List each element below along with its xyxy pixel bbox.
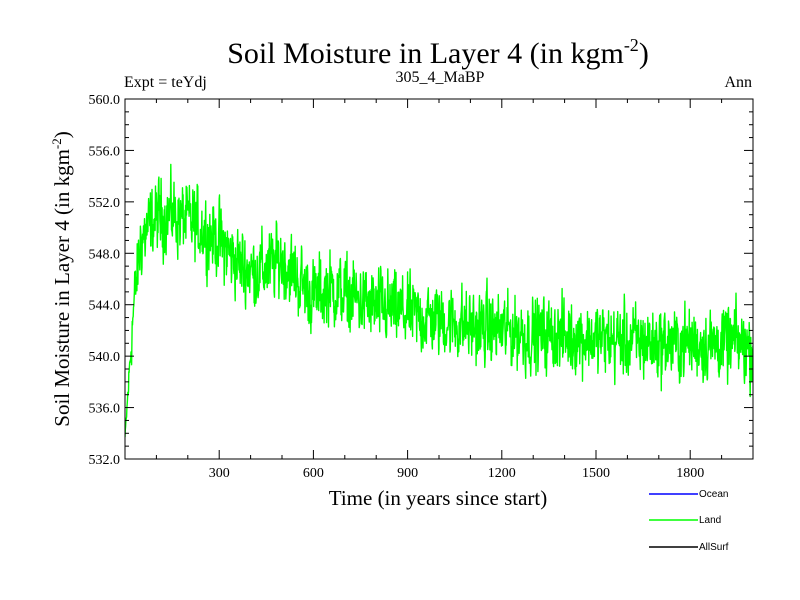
x-tick-label: 300 (209, 466, 230, 481)
x-tick-label: 1500 (582, 466, 610, 481)
x-axis-label: Time (in years since start) (329, 486, 548, 510)
legend-label-ocean: Ocean (699, 489, 728, 500)
x-tick-label: 1200 (488, 466, 516, 481)
x-tick-label: 600 (303, 466, 324, 481)
y-tick-label: 556.0 (89, 144, 121, 159)
season-label: Ann (724, 74, 752, 91)
y-tick-label: 544.0 (89, 299, 121, 314)
x-tick-label: 900 (397, 466, 418, 481)
experiment-label: Expt = teYdj (124, 74, 207, 91)
legend: Ocean Land AllSurf (649, 489, 729, 553)
y-tick-label: 552.0 (89, 196, 121, 211)
legend-label-allsurf: AllSurf (699, 542, 729, 553)
y-tick-label: 560.0 (89, 93, 121, 108)
plot-frame (124, 98, 754, 460)
legend-label-land: Land (699, 515, 721, 526)
chart-title: Soil Moisture in Layer 4 (in kgm-2) (227, 35, 649, 70)
run-label: 305_4_MaBP (396, 69, 485, 86)
y-axis: 532.0 536.0 540.0 544.0 548.0 552.0 556.0 560.0 (89, 93, 753, 468)
y-tick-label: 548.0 (89, 247, 121, 262)
y-tick-label: 532.0 (89, 453, 121, 468)
y-axis-label: Soil Moisture in Layer 4 (in kgm-2) (49, 131, 74, 426)
y-tick-label: 536.0 (89, 402, 121, 417)
x-tick-label: 1800 (676, 466, 704, 481)
series-line-land (125, 163, 753, 438)
y-tick-label: 540.0 (89, 350, 121, 365)
x-axis: 300 600 900 1200 1500 1800 (155, 99, 723, 481)
